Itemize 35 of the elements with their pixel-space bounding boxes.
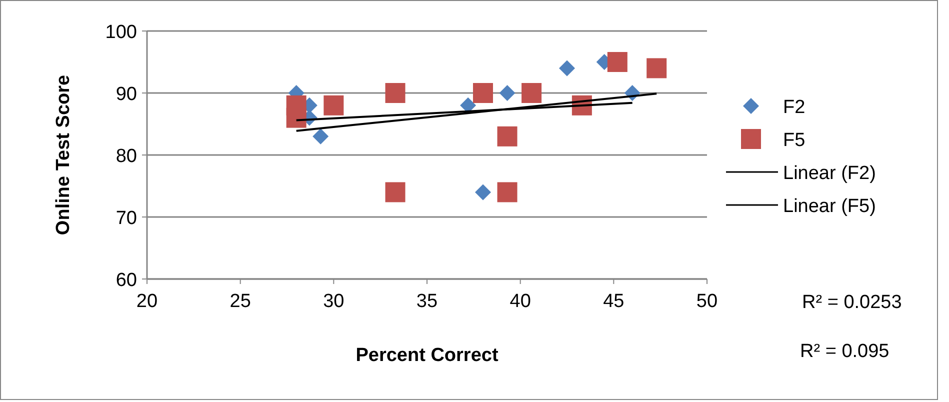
- point: [324, 95, 344, 116]
- x-tick-label: 30: [323, 291, 344, 312]
- legend-label: F5: [783, 130, 806, 151]
- point: [385, 182, 406, 202]
- y-tick-label: 60: [116, 270, 137, 291]
- x-tick-label: 25: [230, 291, 251, 312]
- x-tick-label: 50: [696, 291, 718, 312]
- x-tick-label: 45: [603, 291, 624, 312]
- y-axis-title: Online Test Score: [53, 74, 74, 236]
- legend-label: Linear (F5): [783, 196, 876, 217]
- point: [607, 52, 628, 72]
- x-tick-label: 35: [416, 291, 438, 312]
- point: [499, 85, 516, 101]
- point: [312, 128, 329, 144]
- legend-label: F2: [783, 97, 806, 118]
- text: R² = 0.0253: [802, 292, 902, 313]
- point: [497, 182, 518, 202]
- point: [522, 83, 542, 103]
- x-tick-label: 40: [510, 291, 531, 312]
- x-tick-label: 20: [136, 291, 158, 312]
- point: [559, 60, 575, 76]
- point: [460, 97, 476, 114]
- point: [646, 58, 667, 78]
- y-tick-label: 100: [105, 22, 137, 43]
- text: R² = 0.095: [800, 341, 890, 362]
- x-axis-title: Percent Correct: [356, 345, 499, 366]
- point: [473, 83, 493, 103]
- y-tick-label: 90: [116, 84, 137, 105]
- point: [497, 126, 518, 146]
- y-tick-label: 70: [116, 208, 137, 229]
- legend-label: Linear (F2): [783, 163, 876, 184]
- point: [385, 83, 406, 103]
- y-tick-label: 80: [116, 146, 137, 167]
- point: [475, 184, 491, 200]
- point: [286, 108, 306, 128]
